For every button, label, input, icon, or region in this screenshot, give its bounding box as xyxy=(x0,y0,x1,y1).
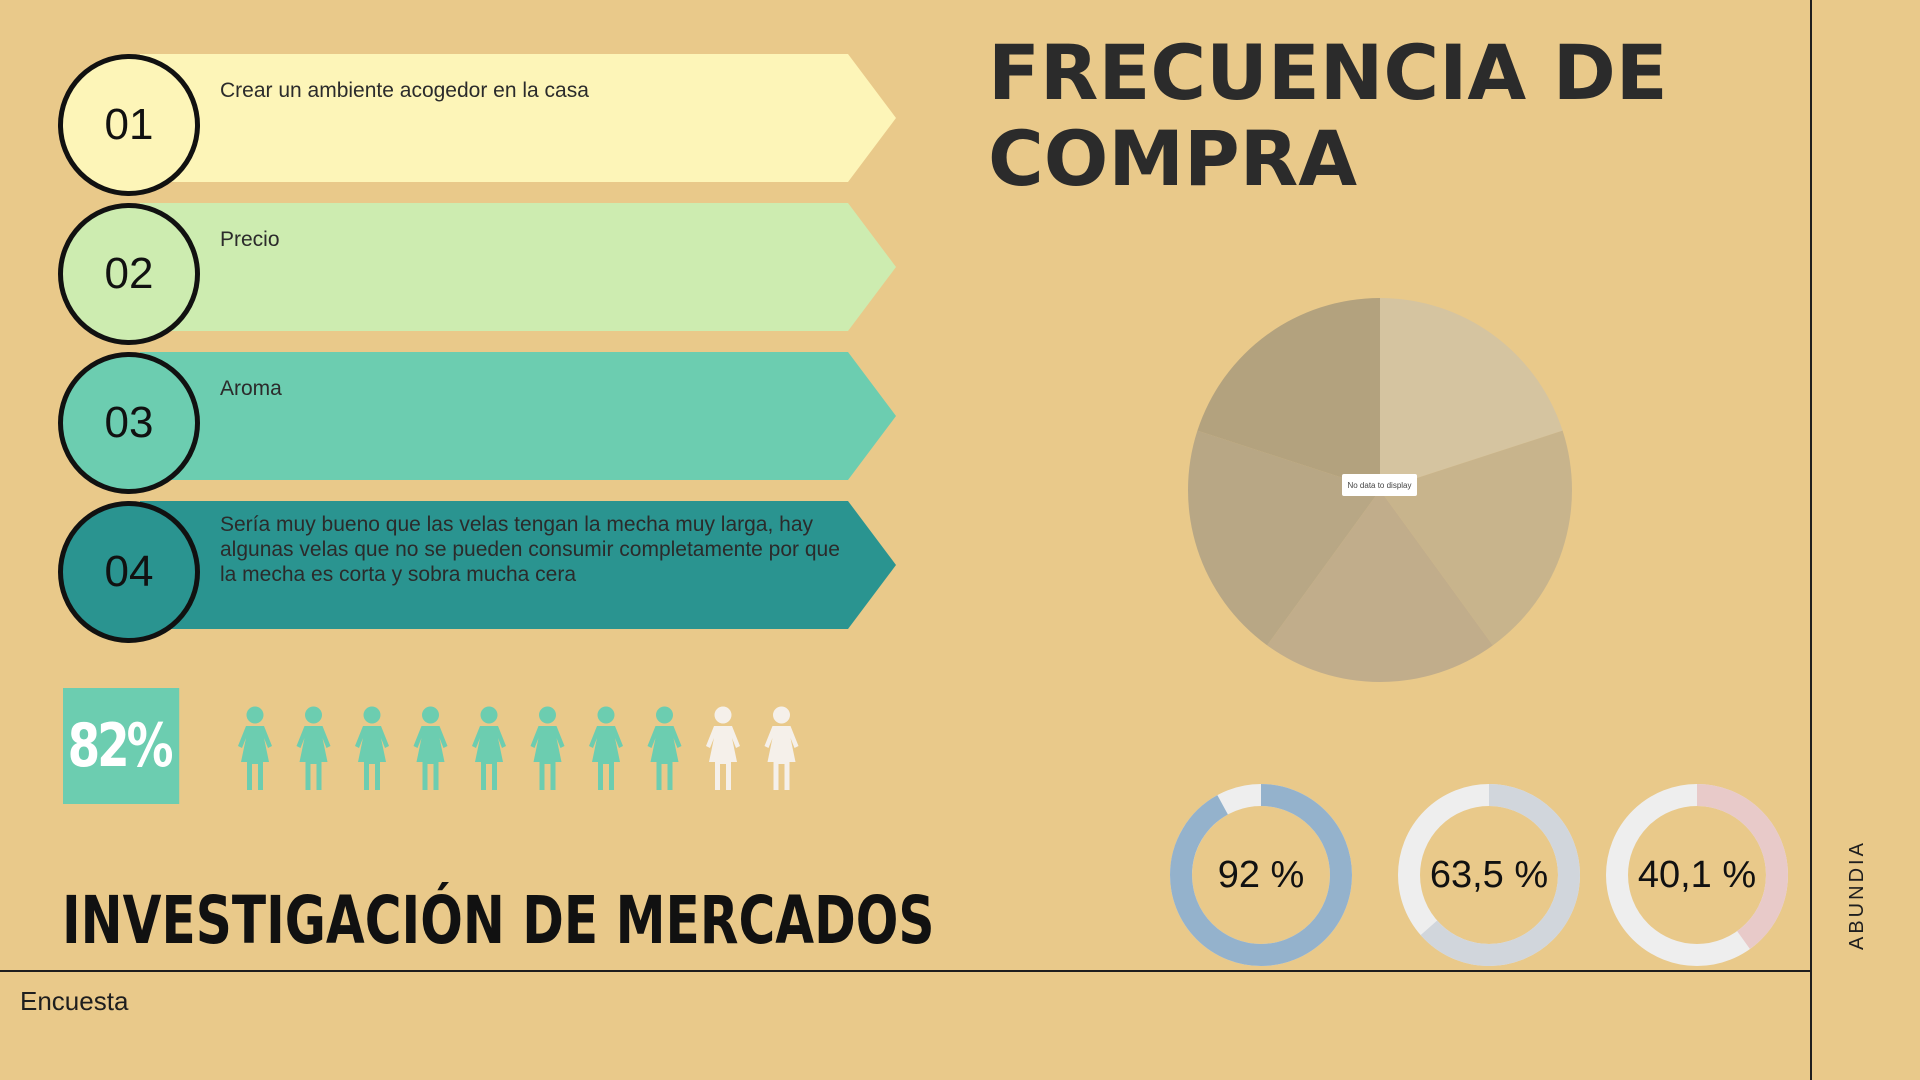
page-title: FRECUENCIA DE COMPRA xyxy=(988,28,1668,203)
reason-text-2: Precio xyxy=(220,228,280,251)
pie-no-data-label: No data to display xyxy=(1342,474,1417,496)
brand-side-label: ABUNDIA xyxy=(1846,840,1868,950)
people-pictogram xyxy=(238,706,799,790)
reason-text-3: Aroma xyxy=(220,377,282,400)
person-icon xyxy=(355,706,389,790)
reason-banner-4 xyxy=(140,501,896,629)
donut-value-arc xyxy=(1170,784,1352,966)
donut-value-arc xyxy=(1606,784,1788,966)
person-icon xyxy=(472,706,506,790)
people-percent-label: 82% xyxy=(63,688,180,804)
person-icon xyxy=(413,706,448,790)
person-icon xyxy=(530,706,565,790)
donut-label-3: 40,1 % xyxy=(1637,853,1757,896)
pie-slice xyxy=(1267,490,1493,682)
reason-banner-2 xyxy=(140,203,896,331)
person-icon xyxy=(647,706,682,790)
frame-vertical-line xyxy=(1810,0,1812,1080)
reason-number-3: 03 xyxy=(58,352,200,494)
donut-label-2: 63,5 % xyxy=(1429,853,1549,896)
pie-slice xyxy=(1197,298,1380,490)
donut-label-1: 92 % xyxy=(1217,853,1305,896)
person-icon xyxy=(238,706,272,790)
frame-horizontal-line xyxy=(0,970,1812,972)
footer-label: Encuesta xyxy=(20,986,129,1016)
reason-number-4: 04 xyxy=(58,501,200,643)
person-icon xyxy=(296,706,331,790)
reason-banner-3 xyxy=(140,352,896,480)
person-icon xyxy=(589,706,623,790)
pie-slice xyxy=(1380,430,1572,646)
donut-chart-3 xyxy=(1606,784,1788,966)
donut-value-arc xyxy=(1398,784,1580,966)
donut-chart-1 xyxy=(1170,784,1352,966)
reason-text-1: Crear un ambiente acogedor en la casa xyxy=(220,79,589,102)
reason-banner-1 xyxy=(140,54,896,182)
pie-chart xyxy=(1188,298,1572,682)
pie-slice xyxy=(1380,298,1563,490)
reason-text-4: Sería muy bueno que las velas tengan la … xyxy=(220,513,840,586)
reason-number-1: 01 xyxy=(58,54,200,196)
section-subtitle: INVESTIGACIÓN DE MERCADOS xyxy=(62,882,935,959)
pie-slice xyxy=(1188,430,1380,646)
person-icon xyxy=(706,706,740,790)
donut-chart-2 xyxy=(1398,784,1580,966)
person-icon xyxy=(764,706,799,790)
reason-number-2: 02 xyxy=(58,203,200,345)
